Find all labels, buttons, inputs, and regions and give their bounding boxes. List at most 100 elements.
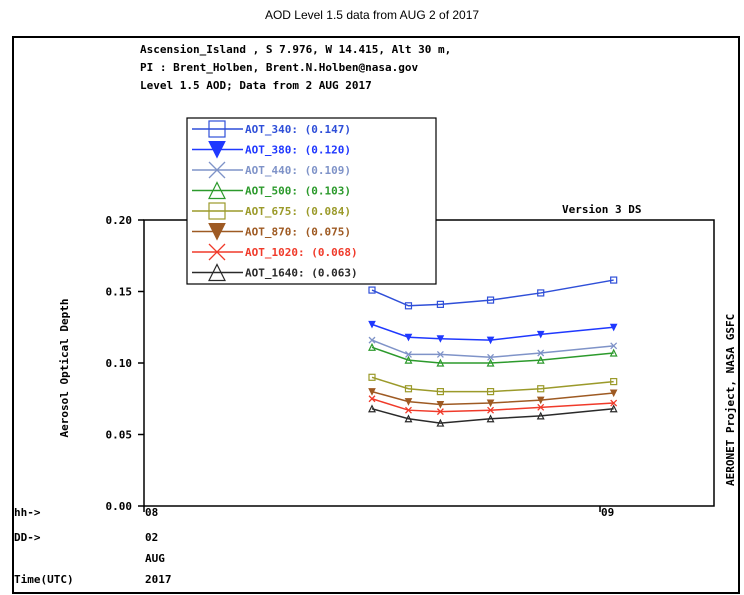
- series-aot-675: [368, 373, 618, 396]
- time-row-value: 08: [145, 506, 158, 519]
- legend-marker: [208, 120, 226, 138]
- series-line: [371, 323, 614, 341]
- time-row-value: AUG: [145, 552, 165, 565]
- data-point: [405, 350, 412, 358]
- data-point: [609, 404, 618, 413]
- data-point: [609, 389, 618, 398]
- data-point: [404, 414, 413, 423]
- data-point: [536, 330, 545, 339]
- data-point: [610, 342, 618, 350]
- data-point: [537, 385, 545, 393]
- data-point: [536, 411, 545, 420]
- legend-item: AOT_440: (0.109): [192, 161, 351, 179]
- data-point: [404, 398, 413, 406]
- plot-frame: [12, 36, 740, 594]
- data-point: [486, 358, 495, 367]
- legend-item: AOT_1020: (0.068): [192, 243, 358, 261]
- series-aot-440: [368, 336, 618, 361]
- data-point: [368, 320, 376, 329]
- header-line-pi: PI : Brent_Holben, Brent.N.Holben@nasa.g…: [140, 61, 419, 74]
- header-block: Ascension_Island , S 7.976, W 14.415, Al…: [140, 43, 451, 92]
- time-row-label: Time(UTC): [14, 573, 74, 586]
- data-point: [436, 358, 445, 367]
- data-point: [486, 399, 495, 408]
- legend-item: AOT_1640: (0.063): [192, 263, 358, 282]
- legend-box: [186, 117, 437, 285]
- series-aot-380: [368, 320, 618, 345]
- data-point: [436, 335, 445, 343]
- time-row-label: DD->: [14, 531, 41, 544]
- data-point: [486, 414, 495, 423]
- data-point: [404, 355, 413, 364]
- series-line: [371, 408, 614, 424]
- data-point: [487, 353, 495, 361]
- data-point: [486, 336, 495, 345]
- time-row-value: 02: [145, 531, 158, 544]
- data-point: [486, 388, 495, 396]
- data-point: [537, 349, 545, 357]
- data-point: [436, 418, 445, 427]
- legend-item: AOT_340: (0.147): [192, 120, 351, 138]
- legend-label: AOT_1640: (0.063): [245, 267, 358, 280]
- data-point: [610, 276, 618, 284]
- version-label: Version 3 DS: [562, 203, 641, 216]
- legend-marker: [208, 141, 226, 159]
- header-line-level: Level 1.5 AOD; Data from 2 AUG 2017: [140, 79, 372, 92]
- series-line: [371, 390, 614, 406]
- data-point: [368, 336, 376, 344]
- series-aot-340: [368, 276, 618, 310]
- legend-label: AOT_1020: (0.068): [245, 246, 358, 259]
- legend-item: AOT_675: (0.084): [192, 202, 351, 220]
- legend-item: AOT_870: (0.075): [192, 223, 351, 241]
- series-line: [371, 346, 614, 364]
- time-row-value: 09: [601, 506, 614, 519]
- data-point: [536, 355, 545, 364]
- series-aot-1020: [368, 395, 618, 416]
- series-line: [371, 279, 614, 307]
- time-row-label: hh->: [14, 506, 41, 519]
- data-point: [368, 395, 376, 403]
- chart-title: AOD Level 1.5 data from AUG 2 of 2017: [264, 8, 480, 22]
- legend-label: AOT_440: (0.109): [245, 164, 351, 177]
- legend-marker: [208, 202, 226, 220]
- data-point: [404, 385, 413, 393]
- series-line: [371, 398, 614, 413]
- legend-label: AOT_380: (0.120): [245, 144, 351, 157]
- y-tick-label: 0.05: [106, 429, 133, 442]
- data-point: [368, 373, 376, 381]
- data-point: [368, 286, 376, 294]
- legend-item: AOT_380: (0.120): [192, 141, 351, 159]
- data-point: [404, 333, 413, 342]
- data-point: [487, 406, 495, 414]
- series-aot-500: [368, 342, 618, 367]
- legend-item: AOT_500: (0.103): [192, 181, 351, 200]
- series-line: [371, 376, 614, 393]
- data-point: [609, 348, 618, 357]
- legend-marker: [208, 263, 226, 282]
- data-point: [436, 350, 444, 358]
- header-line-location: Ascension_Island , S 7.976, W 14.415, Al…: [140, 43, 451, 56]
- data-point: [368, 404, 376, 413]
- data-point: [436, 300, 444, 308]
- time-row-value: 2017: [145, 573, 172, 586]
- legend-label: AOT_870: (0.075): [245, 226, 351, 239]
- data-point: [610, 399, 618, 407]
- data-point: [537, 289, 545, 297]
- series-line: [371, 339, 614, 359]
- data-point: [404, 302, 413, 310]
- data-point: [609, 323, 618, 332]
- data-point: [436, 400, 445, 409]
- legend-label: AOT_675: (0.084): [245, 205, 351, 218]
- series-aot-1640: [368, 404, 618, 427]
- legend-marker: [208, 243, 226, 261]
- legend-marker: [208, 161, 226, 179]
- data-point: [405, 406, 412, 414]
- data-point: [537, 403, 545, 411]
- y-axis-label: Aerosol Optical Depth: [58, 298, 71, 437]
- data-point: [610, 377, 618, 386]
- legend-marker: [208, 223, 226, 241]
- legend-label: AOT_340: (0.147): [245, 123, 351, 136]
- y-tick-label: 0.15: [106, 286, 133, 299]
- data-point: [368, 388, 376, 396]
